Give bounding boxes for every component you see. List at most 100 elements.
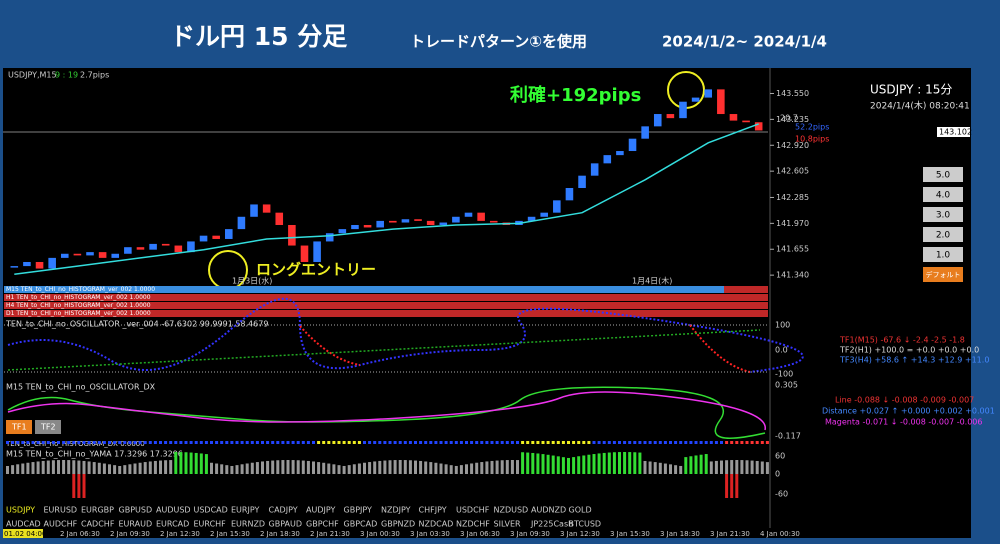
yama-bar	[500, 460, 504, 474]
hist-dx-dot	[740, 441, 744, 444]
zoom-button[interactable]	[923, 247, 963, 262]
yama-bar	[51, 460, 55, 474]
hist-stripe	[4, 286, 724, 293]
symbol-tab[interactable]: AUDJPY	[306, 506, 335, 515]
symbol-tab[interactable]: AUDCHF	[44, 520, 78, 529]
yama-bar	[194, 452, 198, 474]
symbol-tab[interactable]: EURUSD	[44, 506, 78, 515]
zoom-button-label[interactable]: 1.0	[936, 251, 951, 261]
yama-bar	[699, 454, 703, 474]
symbol-tab[interactable]: EURGBP	[81, 506, 114, 515]
zoom-button-label[interactable]: 3.0	[936, 211, 951, 221]
hist-dx-dot	[658, 441, 662, 444]
entry-label: ロングエントリー	[256, 261, 376, 279]
symbol-tab[interactable]: CADCHF	[81, 520, 115, 529]
yama-bar	[689, 456, 693, 474]
symbol-tab[interactable]: GBPJPY	[344, 506, 373, 515]
symbol-tab[interactable]: GBPAUD	[269, 520, 303, 529]
symbol-tab[interactable]: AUDUSD	[156, 506, 191, 515]
yama-bar	[679, 465, 683, 474]
symbol-tab[interactable]: NZDCAD	[419, 520, 454, 529]
tf-button-label[interactable]: TF1	[11, 423, 27, 432]
yama-bar	[373, 461, 377, 474]
yama-bar	[383, 460, 387, 474]
tf-button[interactable]	[35, 420, 61, 434]
hist-dx-dot	[480, 441, 484, 444]
symbol-tab[interactable]: USDCAD	[194, 506, 228, 515]
dx-row: Distance +0.027 ↑ +0.000 +0.002 +0.001	[822, 407, 995, 416]
hist-dx-dot	[245, 441, 249, 444]
hist-dx-dot	[526, 441, 530, 444]
y-tick-label: 142.920	[776, 141, 809, 150]
symbol-tab[interactable]: GBPCHF	[306, 520, 339, 529]
hist-dx-dot	[694, 441, 698, 444]
hist-dx-dot	[301, 441, 305, 444]
yama-bar	[82, 474, 86, 498]
symbol-tab[interactable]: SILVER	[494, 520, 522, 529]
symbol-tab[interactable]: USDJPY	[6, 506, 35, 515]
hist-dx-dot	[153, 441, 157, 444]
symbol-tab[interactable]: CHFJPY	[419, 506, 447, 515]
zoom-button[interactable]	[923, 167, 963, 182]
symbol-tab[interactable]: GBPUSD	[119, 506, 153, 515]
hist-dx-dot	[26, 441, 30, 444]
yama-bar	[286, 460, 290, 474]
hist-stripe	[4, 310, 724, 317]
hist-dx-dot	[638, 441, 642, 444]
hist-dx-dot	[62, 441, 66, 444]
candle	[527, 216, 536, 221]
hist-dx-dot	[378, 441, 382, 444]
yama-bar	[434, 462, 438, 474]
symbol-tab[interactable]: BTCUSD	[569, 520, 602, 529]
period: 2024/1/2~ 2024/1/4	[662, 33, 827, 51]
symbol-tab[interactable]: EURJPY	[231, 506, 259, 515]
y-tick-label: 143.550	[776, 89, 809, 98]
candle	[540, 212, 548, 217]
candle	[325, 233, 334, 242]
tf-button[interactable]	[6, 420, 32, 434]
zoom-button-label[interactable]: 2.0	[936, 231, 951, 241]
yama-bar	[26, 462, 30, 474]
hist-dx-dot	[531, 441, 535, 444]
symbol-tab[interactable]: NZDUSD	[494, 506, 529, 515]
hist-title: H1 TEN_to_CHI_no_HISTOGRAM_ver_002 1.000…	[6, 294, 151, 301]
symbol-tab[interactable]: NZDCHF	[456, 520, 490, 529]
dx-title: M15 TEN_to_CHI_no_OSCILLATOR_DX	[6, 383, 156, 392]
symbol-tab[interactable]: GBPNZD	[381, 520, 415, 529]
zoom-button[interactable]	[923, 267, 963, 282]
date-label: 1月4日(木)	[632, 276, 672, 286]
hist-dx-dot	[679, 441, 683, 444]
hist-dx-dot	[393, 441, 397, 444]
zoom-button[interactable]	[923, 227, 963, 242]
candle	[60, 253, 69, 258]
symbol-tab[interactable]: GBPCAD	[344, 520, 378, 529]
hist-dx-dot	[102, 441, 106, 444]
symbol-tab[interactable]: USDCHF	[456, 506, 490, 515]
zoom-button[interactable]	[923, 187, 963, 202]
symbol-tab[interactable]: AUDCAD	[6, 520, 41, 529]
hist-dx-dot	[368, 441, 372, 444]
hist-dx-dot	[414, 441, 417, 444]
symbol-tab[interactable]: EURCHF	[194, 520, 227, 529]
symbol-tab[interactable]: JP225Cash	[530, 520, 573, 529]
zoom-button-label[interactable]: 5.0	[936, 171, 951, 181]
time-label: 3 Jan 12:30	[560, 530, 600, 538]
symbol-tab[interactable]: EURCAD	[156, 520, 189, 529]
zoom-button-label[interactable]: 4.0	[936, 191, 951, 201]
symbol-tab[interactable]: EURAUD	[119, 520, 153, 529]
current-price: 143.102	[939, 128, 972, 137]
yama-bar	[317, 462, 321, 474]
hist-dx-dot	[342, 441, 346, 444]
symbol-tab[interactable]: NZDJPY	[381, 506, 411, 515]
symbol-tab[interactable]: EURNZD	[231, 520, 265, 529]
yama-bar	[21, 463, 25, 474]
zoom-button[interactable]	[923, 207, 963, 222]
symbol-tab[interactable]: AUDNZD	[531, 506, 566, 515]
hist-dx-dot	[337, 441, 341, 444]
zoom-button-label[interactable]: デフォルト	[926, 270, 961, 279]
symbol-tab[interactable]: CADJPY	[269, 506, 298, 515]
tf-button-label[interactable]: TF2	[40, 423, 56, 432]
hist-dx-dot	[322, 441, 326, 444]
symbol-tab[interactable]: GOLD	[569, 506, 592, 515]
